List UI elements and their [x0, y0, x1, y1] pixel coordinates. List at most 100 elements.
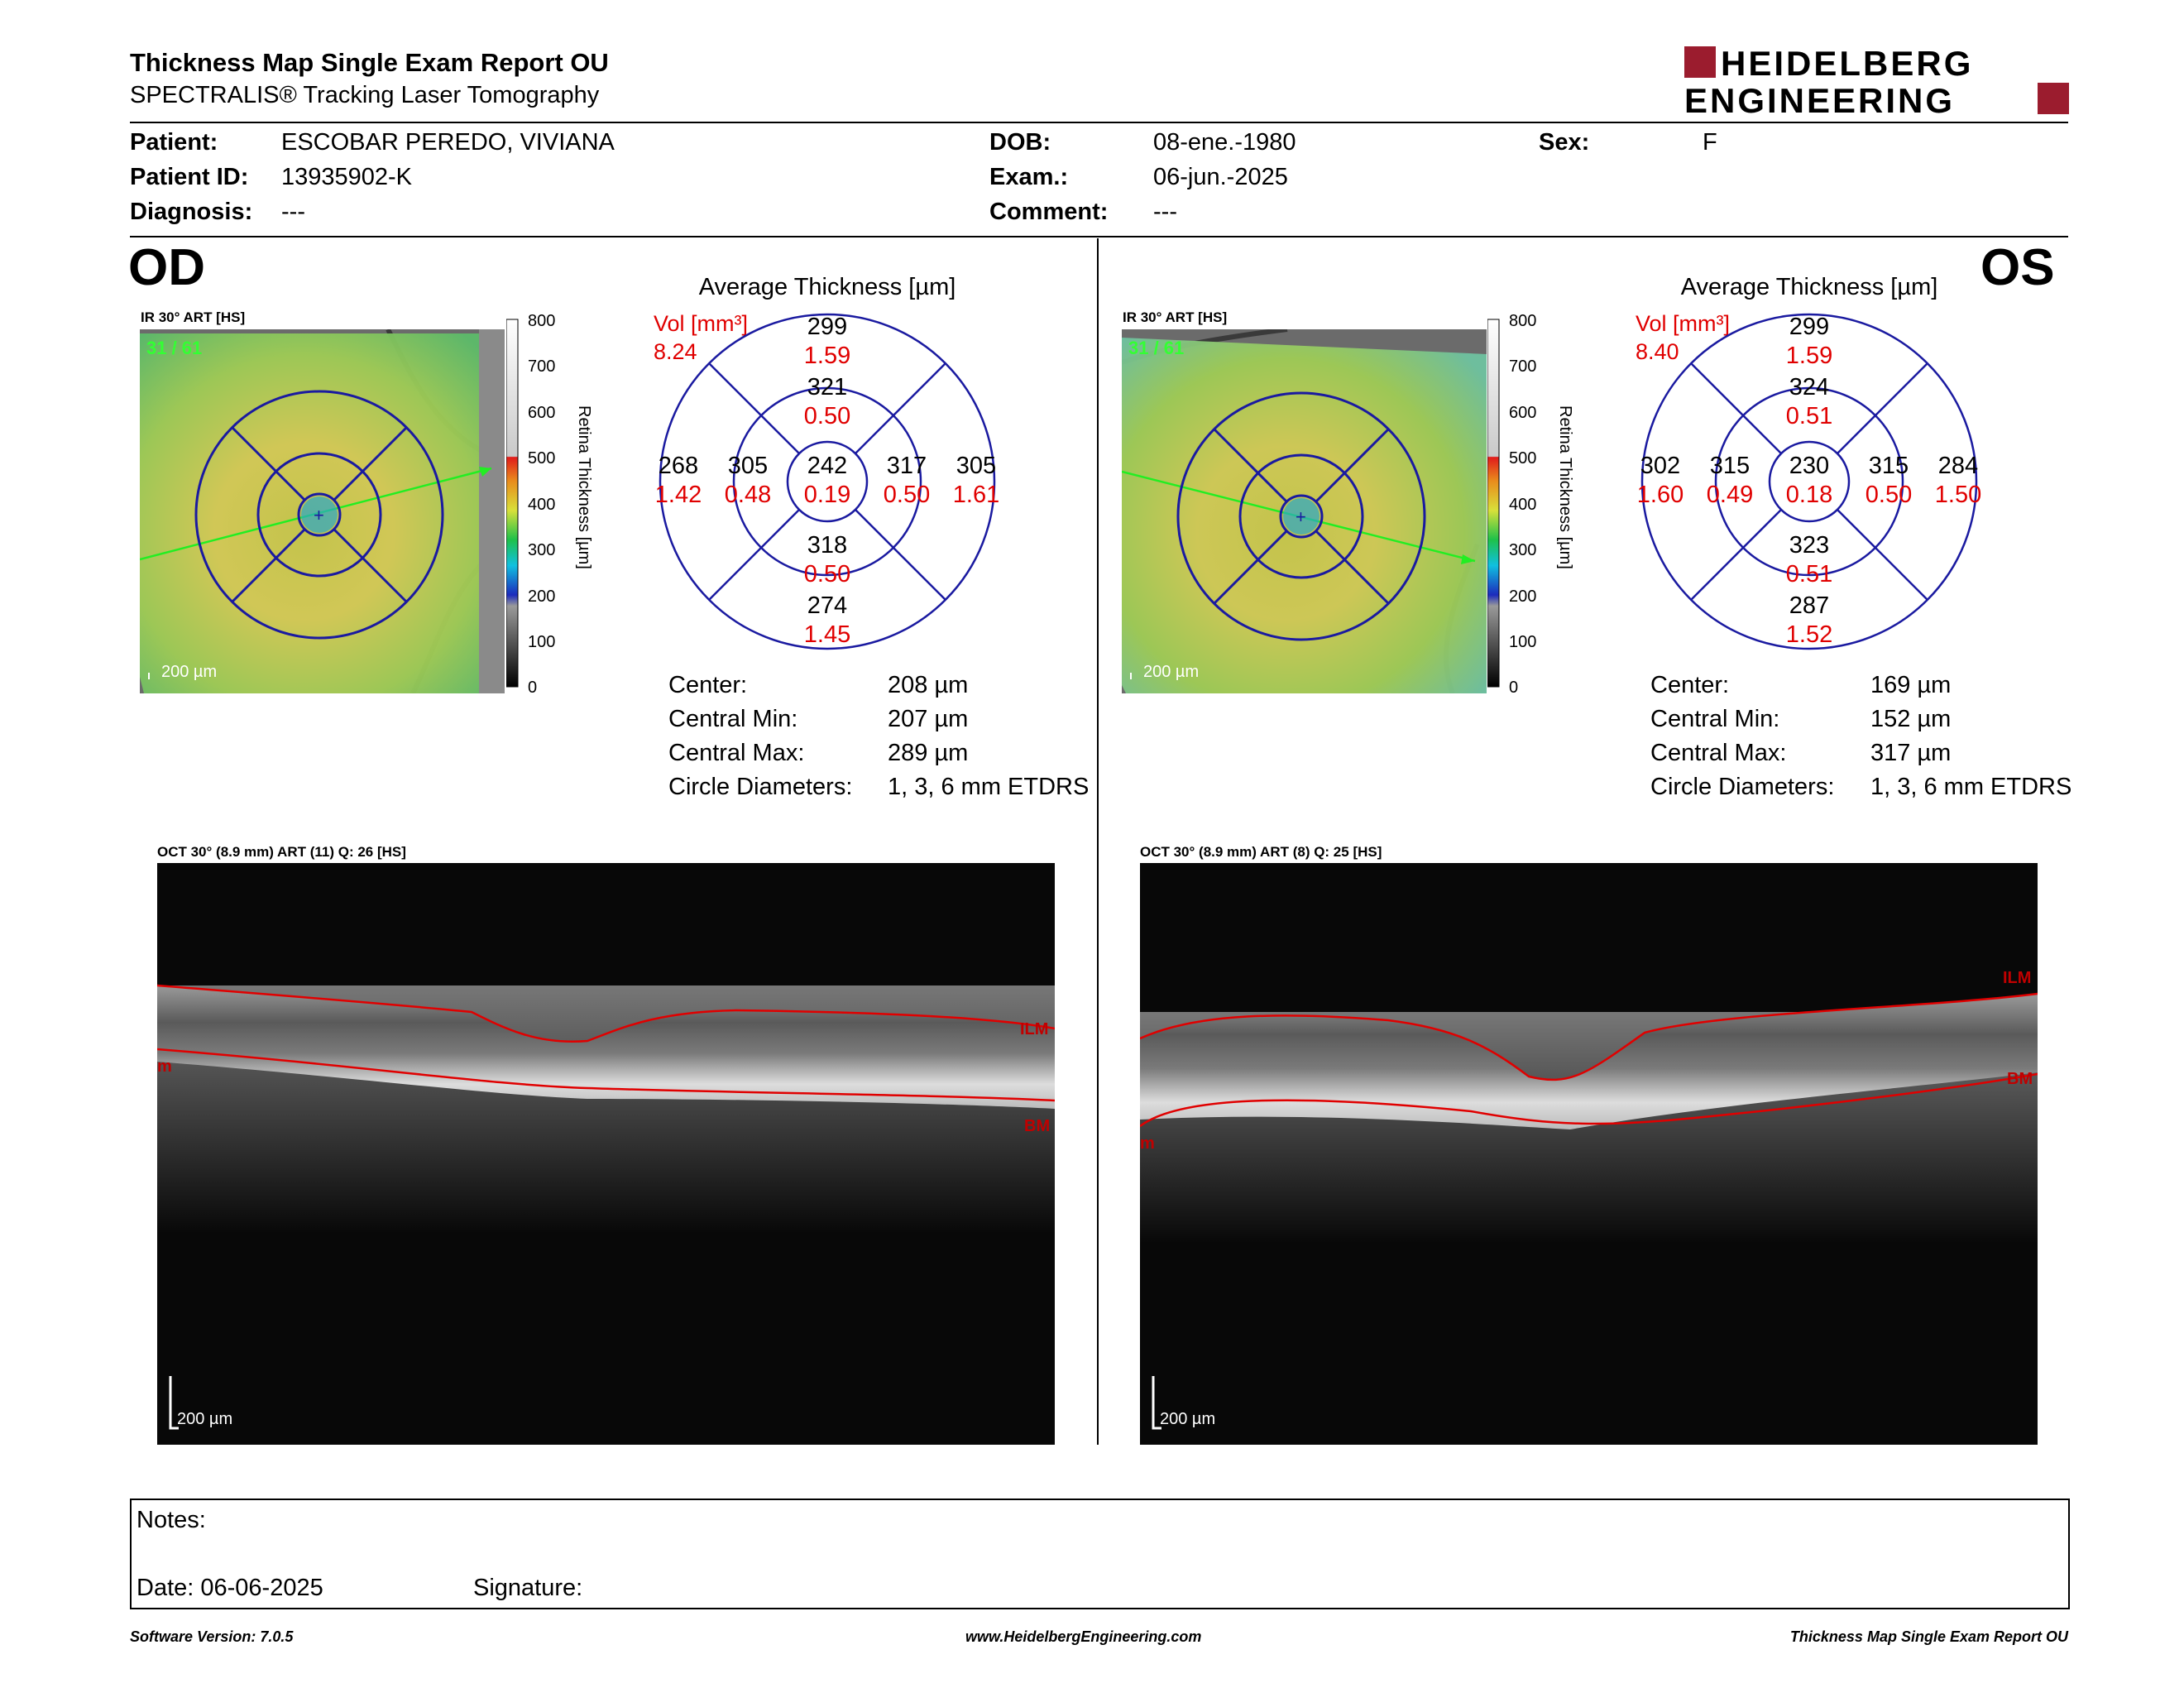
os-central-min-value: 152 µm	[1870, 706, 1952, 732]
dob-label: DOB:	[989, 129, 1051, 156]
diagnosis-value: ---	[281, 199, 305, 225]
patient-name: ESCOBAR PEREDO, VIVIANA	[281, 129, 615, 156]
svg-text:324: 324	[1789, 374, 1829, 400]
date-label: Date: 06-06-2025	[136, 1575, 323, 1601]
os-bm-label: BM	[2007, 1070, 2033, 1088]
svg-text:1.50: 1.50	[1935, 482, 1981, 508]
os-edge-label: m	[1140, 1134, 1155, 1153]
os-central-max-label: Central Max:	[1650, 740, 1787, 766]
svg-text:230: 230	[1789, 453, 1829, 479]
os-fundus-scale: 200 µm	[1143, 663, 1199, 681]
od-fundus-thickness-map: 31 / 61 + 200 µm	[140, 329, 505, 693]
od-oct-scale: 200 µm	[177, 1410, 232, 1428]
od-central-min-label: Central Min:	[668, 706, 798, 732]
os-colorbar: 800 700 600 500 400 300 200 100 0 Retina…	[1487, 312, 1587, 697]
svg-text:0.51: 0.51	[1786, 403, 1832, 429]
os-center-label: Center:	[1650, 672, 1730, 698]
svg-text:305: 305	[956, 453, 996, 479]
od-central-min-value: 207 µm	[888, 706, 969, 732]
od-label: OD	[128, 239, 205, 296]
os-ir-counter: 31 / 61	[1128, 338, 1184, 358]
os-vol-value: 8.40	[1636, 339, 1679, 364]
svg-text:0.18: 0.18	[1786, 482, 1832, 508]
od-grid-title: Average Thickness [µm]	[699, 274, 956, 300]
svg-text:0.51: 0.51	[1786, 561, 1832, 587]
exam-value: 06-jun.-2025	[1153, 164, 1288, 190]
signature-label: Signature:	[473, 1575, 583, 1601]
svg-text:0.50: 0.50	[884, 482, 930, 508]
svg-text:0.50: 0.50	[804, 403, 850, 429]
svg-text:200: 200	[1509, 587, 1536, 606]
svg-text:299: 299	[1789, 314, 1829, 340]
od-center-label: Center:	[668, 672, 748, 698]
od-etdrs-grid: Average Thickness [µm] Vol [mm³] 8.24 29…	[645, 265, 1009, 654]
od-central-max-label: Central Max:	[668, 740, 805, 766]
os-circle-diam-label: Circle Diameters:	[1650, 774, 1835, 800]
svg-text:315: 315	[1710, 453, 1750, 479]
svg-text:600: 600	[1509, 404, 1536, 422]
od-central-max-value: 289 µm	[888, 740, 969, 766]
svg-text:305: 305	[728, 453, 768, 479]
os-colorbar-label: Retina Thickness [µm]	[1556, 405, 1574, 569]
svg-text:100: 100	[1509, 633, 1536, 651]
footer-url[interactable]: www.HeidelbergEngineering.com	[965, 1628, 1202, 1645]
patient-label: Patient:	[130, 129, 218, 156]
dob-value: 08-ene.-1980	[1153, 129, 1296, 156]
patient-id: 13935902-K	[281, 164, 413, 190]
od-edge-label: m	[157, 1057, 172, 1076]
svg-text:700: 700	[528, 357, 555, 376]
svg-text:317: 317	[887, 453, 927, 479]
svg-text:318: 318	[807, 532, 847, 559]
patient-id-label: Patient ID:	[130, 164, 249, 190]
svg-text:0: 0	[1509, 679, 1518, 695]
svg-text:302: 302	[1640, 453, 1680, 479]
svg-text:0.49: 0.49	[1707, 482, 1753, 508]
sex-label: Sex:	[1539, 129, 1590, 156]
svg-text:284: 284	[1938, 453, 1978, 479]
footer-report-name: Thickness Map Single Exam Report OU	[1789, 1628, 2068, 1645]
svg-text:400: 400	[1509, 496, 1536, 514]
report-subtitle: SPECTRALIS® Tracking Laser Tomography	[130, 82, 600, 108]
heidelberg-logo: HEIDELBERG ENGINEERING	[1684, 44, 2069, 120]
svg-text:800: 800	[1509, 314, 1536, 330]
svg-text:0.19: 0.19	[804, 482, 850, 508]
os-ir-caption: IR 30° ART [HS]	[1123, 309, 1228, 325]
svg-text:500: 500	[1509, 449, 1536, 468]
od-vol-value: 8.24	[654, 339, 697, 364]
od-ilm-label: ILM	[1020, 1020, 1048, 1038]
logo-line2: ENGINEERING	[1684, 81, 1955, 116]
os-oct-caption: OCT 30° (8.9 mm) ART (8) Q: 25 [HS]	[1140, 844, 1382, 860]
od-center-value: 208 µm	[888, 672, 969, 698]
os-ilm-label: ILM	[2003, 969, 2031, 987]
svg-text:242: 242	[807, 453, 847, 479]
svg-text:323: 323	[1789, 532, 1829, 559]
report-title: Thickness Map Single Exam Report OU	[130, 48, 609, 77]
os-label: OS	[1980, 239, 2055, 296]
svg-text:1.59: 1.59	[1786, 343, 1832, 369]
od-ir-caption: IR 30° ART [HS]	[141, 309, 246, 325]
svg-text:700: 700	[1509, 357, 1536, 376]
od-vol-label: Vol [mm³]	[654, 311, 748, 336]
svg-text:0.48: 0.48	[725, 482, 771, 508]
comment-value: ---	[1153, 199, 1177, 225]
os-vol-label: Vol [mm³]	[1636, 311, 1730, 336]
svg-text:274: 274	[807, 592, 847, 619]
os-etdrs-grid: Average Thickness [µm] Vol [mm³] 8.40 29…	[1627, 265, 1991, 654]
svg-text:800: 800	[528, 314, 555, 330]
od-fundus-scale: 200 µm	[161, 663, 217, 681]
svg-text:400: 400	[528, 496, 555, 514]
svg-text:1.52: 1.52	[1786, 621, 1832, 648]
svg-text:0.50: 0.50	[1866, 482, 1912, 508]
svg-text:299: 299	[807, 314, 847, 340]
svg-text:315: 315	[1869, 453, 1909, 479]
os-fundus-thickness-map: 31 / 61 + 200 µm	[1122, 329, 1487, 693]
notes-label: Notes:	[136, 1507, 206, 1533]
svg-text:287: 287	[1789, 592, 1829, 619]
svg-text:1.61: 1.61	[953, 482, 999, 508]
svg-text:500: 500	[528, 449, 555, 468]
svg-text:+: +	[1296, 506, 1306, 527]
notes-box[interactable]: Notes: Date: 06-06-2025 Signature:	[130, 1499, 2070, 1609]
svg-text:600: 600	[528, 404, 555, 422]
svg-text:1.42: 1.42	[655, 482, 702, 508]
comment-label: Comment:	[989, 199, 1109, 225]
